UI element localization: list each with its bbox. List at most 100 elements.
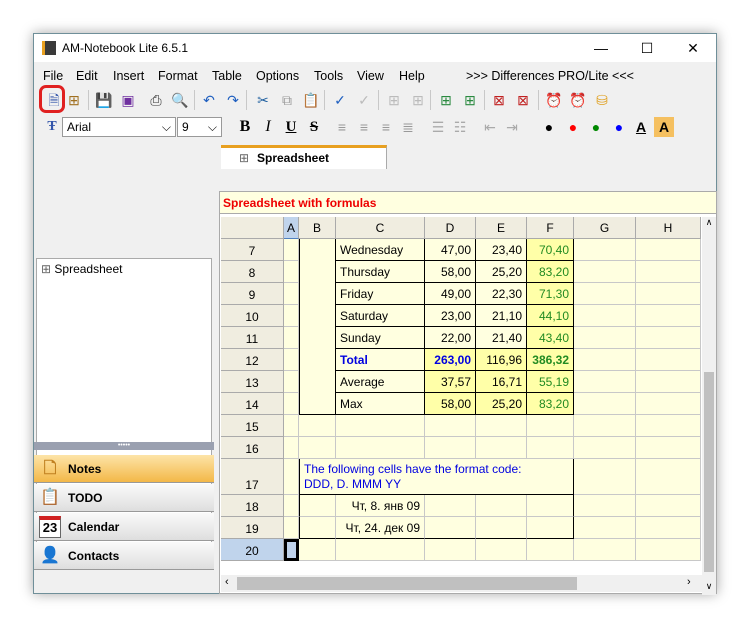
increase-indent-icon[interactable]: ⇥ [506,119,518,135]
row-header-10[interactable]: 10 [221,305,284,327]
bold-button[interactable]: B [239,118,251,135]
cell-E14[interactable]: 25,20 [476,393,527,415]
justify-icon[interactable]: ≣ [402,119,414,135]
menu-insert[interactable]: Insert [113,69,145,83]
cell-F12[interactable]: 386,32 [527,349,574,371]
column-header-B[interactable]: B [299,217,336,239]
cell-D14[interactable]: 58,00 [425,393,476,415]
cell-B18[interactable] [299,495,336,517]
edit-row-disabled-icon[interactable]: ⊞ [412,92,424,108]
spreadsheet-grid[interactable]: A B C D E F G H 7 Wednesday 47,00 23,40 70,40 8 Thursd… [221,217,702,561]
row-header-16[interactable]: 16 [221,437,284,459]
cell-G20[interactable] [574,539,636,561]
row-header-9[interactable]: 9 [221,283,284,305]
cell-C20[interactable] [336,539,425,561]
cell-G16[interactable] [574,437,636,459]
cell-A9[interactable] [284,283,299,305]
row-header-7[interactable]: 7 [221,239,284,261]
cell-F10[interactable]: 44,10 [527,305,574,327]
maximize-button[interactable]: ☐ [640,40,654,56]
row-header-17[interactable]: 17 [221,459,284,495]
add-alarm-icon[interactable]: ⏰ [545,92,563,108]
insert-row-icon[interactable]: ⊞ [440,92,452,108]
panel-splitter[interactable]: ••••• [34,442,214,450]
cell-H17[interactable] [636,459,701,495]
column-header-D[interactable]: D [425,217,476,239]
undo-icon[interactable]: ↶ [203,92,215,108]
color-red-button[interactable]: ● [568,119,578,135]
close-button[interactable]: ✕ [687,40,699,56]
font-select[interactable]: Arial ⌵ [62,117,176,137]
cell-F19[interactable] [527,517,574,539]
cell-H15[interactable] [636,415,701,437]
save-icon[interactable]: 💾 [95,92,113,108]
cell-D8[interactable]: 58,00 [425,261,476,283]
cell-A15[interactable] [284,415,299,437]
cell-F20[interactable] [527,539,574,561]
column-header-H[interactable]: H [636,217,701,239]
corner-header[interactable] [221,217,284,239]
cell-H11[interactable] [636,327,701,349]
nav-contacts[interactable]: 👤 Contacts [34,542,214,570]
cell-F15[interactable] [527,415,574,437]
cell-A11[interactable] [284,327,299,349]
cell-A16[interactable] [284,437,299,459]
cell-A14[interactable] [284,393,299,415]
row-header-19[interactable]: 19 [221,517,284,539]
delete-row-icon[interactable]: ⊠ [493,92,505,108]
cell-H20[interactable] [636,539,701,561]
cell-F17[interactable] [527,459,574,495]
cell-D7[interactable]: 47,00 [425,239,476,261]
menu-edit[interactable]: Edit [76,69,98,83]
cell-G10[interactable] [574,305,636,327]
color-green-button[interactable]: ● [591,119,601,135]
cell-B13[interactable] [299,371,336,393]
menu-differencesprolite[interactable]: >>> Differences PRO/Lite <<< [466,69,634,83]
tab-spreadsheet[interactable]: ⊞ Spreadsheet [221,145,387,169]
database-icon[interactable]: ⛁ [596,92,608,108]
cell-C11[interactable]: Sunday [336,327,425,349]
cell-B14[interactable] [299,393,336,415]
bullet-list-icon[interactable]: ☰ [431,119,445,135]
cell-E17[interactable] [476,459,527,495]
cell-G18[interactable] [574,495,636,517]
cell-A20[interactable] [284,539,299,561]
cell-B10[interactable] [299,305,336,327]
menu-file[interactable]: File [43,69,64,83]
cell-B16[interactable] [299,437,336,459]
cell-G15[interactable] [574,415,636,437]
align-left-icon[interactable]: ≡ [337,119,347,135]
nav-notes[interactable]: 🗋 Notes [34,455,214,483]
nav-calendar[interactable]: 23 Calendar [34,513,214,541]
cell-C7[interactable]: Wednesday [336,239,425,261]
cell-A8[interactable] [284,261,299,283]
cell-F16[interactable] [527,437,574,459]
cell-H18[interactable] [636,495,701,517]
cell-H12[interactable] [636,349,701,371]
menu-view[interactable]: View [357,69,384,83]
cell-E8[interactable]: 25,20 [476,261,527,283]
cell-G19[interactable] [574,517,636,539]
scroll-down-icon[interactable]: ∨ [705,581,713,591]
insert-row-disabled-icon[interactable]: ⊞ [388,92,400,108]
cell-C13[interactable]: Average [336,371,425,393]
cell-C10[interactable]: Saturday [336,305,425,327]
decrease-indent-icon[interactable]: ⇤ [484,119,496,135]
cell-H10[interactable] [636,305,701,327]
cell-E7[interactable]: 23,40 [476,239,527,261]
delete-column-icon[interactable]: ⊠ [517,92,529,108]
scroll-left-icon[interactable]: ‹ [225,576,229,588]
cell-C8[interactable]: Thursday [336,261,425,283]
cell-E19[interactable] [476,517,527,539]
cell-D20[interactable] [425,539,476,561]
cut-icon[interactable]: ✂ [257,92,269,108]
cell-B15[interactable] [299,415,336,437]
cell-C15[interactable] [336,415,425,437]
cell-E13[interactable]: 16,71 [476,371,527,393]
cell-D11[interactable]: 22,00 [425,327,476,349]
align-right-icon[interactable]: ≡ [381,119,391,135]
cell-F18[interactable] [527,495,574,517]
redo-icon[interactable]: ↷ [227,92,239,108]
tree-item-spreadsheet[interactable]: ⊞ Spreadsheet [41,262,122,276]
cell-C9[interactable]: Friday [336,283,425,305]
